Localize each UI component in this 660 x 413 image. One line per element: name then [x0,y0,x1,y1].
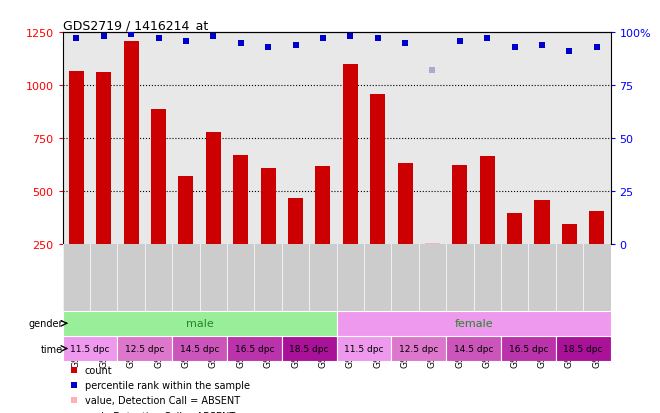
Point [537,43,547,49]
Bar [151,109,166,245]
Point [71,36,82,43]
Bar [206,133,221,245]
Bar [343,65,358,245]
Point [455,38,465,45]
Text: 12.5 dpc: 12.5 dpc [399,344,438,353]
Text: 18.5 dpc: 18.5 dpc [290,344,329,353]
Bar [337,311,610,336]
Text: 16.5 dpc: 16.5 dpc [235,344,274,353]
Bar [63,311,337,336]
Bar [96,73,112,245]
Point [126,32,137,38]
Bar [446,336,501,361]
Bar [282,336,337,361]
Bar [391,336,446,361]
Point [400,40,411,47]
Point [482,36,492,43]
Point [263,45,273,51]
Text: 11.5 dpc: 11.5 dpc [71,344,110,353]
Bar [562,225,577,245]
Bar [501,336,556,361]
Text: 12.5 dpc: 12.5 dpc [125,344,164,353]
Bar [480,157,495,245]
Point [431,26,442,33]
Bar [556,336,611,361]
Bar [69,72,84,245]
Bar [315,166,331,245]
Point [591,45,602,51]
Bar [589,212,605,245]
Point [290,43,301,49]
Text: percentile rank within the sample: percentile rank within the sample [84,380,249,390]
Text: gender: gender [28,318,63,328]
Point [236,40,246,47]
Point [181,38,191,45]
Text: 18.5 dpc: 18.5 dpc [564,344,603,353]
Point [208,34,218,40]
Text: rank, Detection Call = ABSENT: rank, Detection Call = ABSENT [84,411,235,413]
Bar [117,336,172,361]
Bar [452,165,467,245]
Point [431,165,442,172]
Text: female: female [454,318,493,328]
Point [345,34,356,40]
Point [98,34,109,40]
Bar [63,336,117,361]
Point [510,45,520,51]
Bar [227,336,282,361]
Bar [535,200,550,245]
Text: value, Detection Call = ABSENT: value, Detection Call = ABSENT [84,395,240,405]
Text: time: time [40,344,63,354]
Point [564,49,575,55]
Point [153,36,164,43]
Text: 14.5 dpc: 14.5 dpc [180,344,219,353]
Text: count: count [84,365,112,375]
Bar [425,244,440,245]
Bar [507,213,522,245]
Point [317,36,328,43]
Text: 14.5 dpc: 14.5 dpc [454,344,493,353]
Point [427,68,438,74]
Bar [370,95,385,245]
Bar [288,198,303,245]
Point [372,36,383,43]
Text: 16.5 dpc: 16.5 dpc [509,344,548,353]
Bar [337,336,391,361]
Bar [172,336,227,361]
Text: 11.5 dpc: 11.5 dpc [345,344,383,353]
Bar [261,169,276,245]
Text: male: male [185,318,214,328]
Bar [233,156,248,245]
Bar [123,42,139,245]
Point [431,304,442,311]
Text: GDS2719 / 1416214_at: GDS2719 / 1416214_at [63,19,208,32]
Bar [178,177,193,245]
Bar [397,163,412,245]
